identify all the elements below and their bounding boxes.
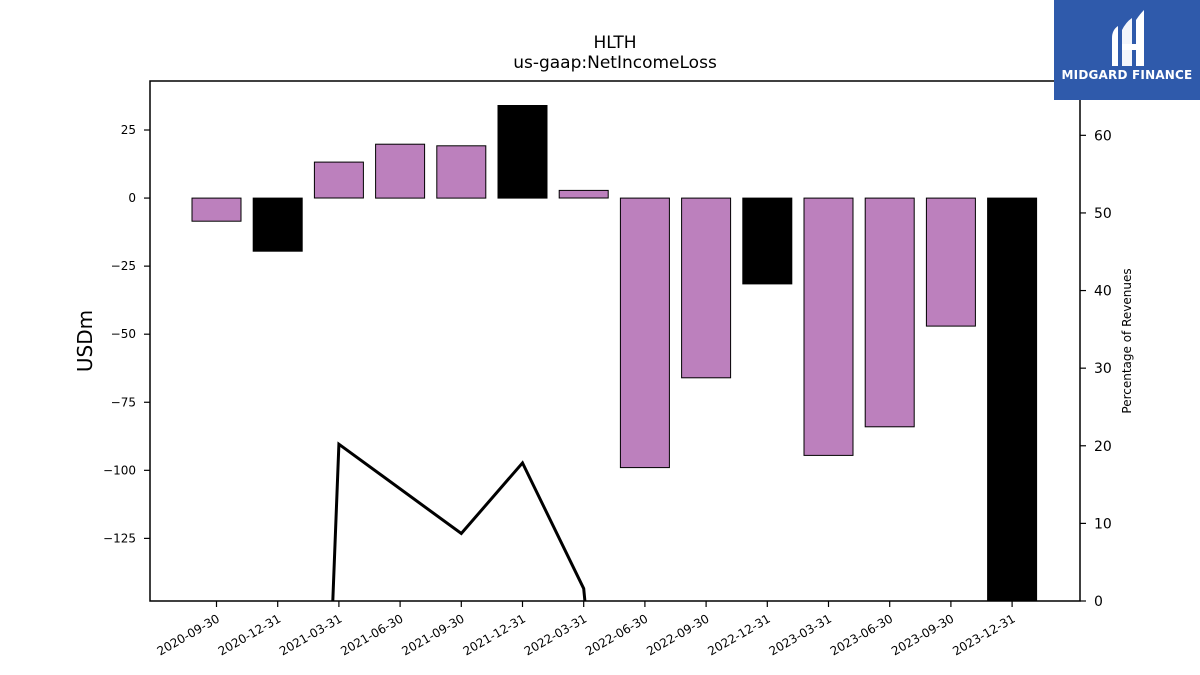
midgard-logo-icon bbox=[1112, 10, 1144, 66]
bar-2023-06-30 bbox=[864, 197, 915, 428]
bar-2022-03-31 bbox=[558, 189, 609, 199]
y-tick-label: −50 bbox=[111, 327, 136, 341]
y-tick-label: −25 bbox=[111, 259, 136, 273]
line-group bbox=[331, 441, 587, 602]
x-tick-label: 2022-12-31 bbox=[705, 611, 772, 658]
y2-tick-label: 40 bbox=[1094, 284, 1112, 300]
bar-2020-12-31 bbox=[252, 197, 303, 252]
bar-2023-03-31 bbox=[803, 197, 854, 456]
midgard-finance-logo: MIDGARD FINANCE bbox=[1054, 0, 1200, 100]
x-tick-label: 2023-03-31 bbox=[767, 611, 834, 658]
bar-2021-06-30 bbox=[375, 143, 426, 199]
x-tick-label: 2021-09-30 bbox=[399, 611, 466, 658]
logo-text: MIDGARD FINANCE bbox=[1061, 68, 1193, 82]
x-tick-label: 2022-09-30 bbox=[644, 611, 711, 658]
y2-tick-label: 10 bbox=[1094, 516, 1112, 532]
x-tick-label: 2021-12-31 bbox=[461, 611, 528, 658]
y2-axis-label: Percentage of Revenues bbox=[1120, 268, 1134, 413]
x-tick-label: 2022-03-31 bbox=[522, 611, 589, 658]
percentage-line bbox=[331, 441, 587, 602]
bar-2022-12-31 bbox=[742, 197, 793, 285]
y2-tick-label: 30 bbox=[1094, 361, 1112, 377]
x-tick-label: 2023-09-30 bbox=[889, 611, 956, 658]
y2-axis: 0 10 20 30 40 50 60 bbox=[1080, 128, 1112, 610]
x-tick-label: 2021-06-30 bbox=[338, 611, 405, 658]
bar-2021-09-30 bbox=[436, 145, 487, 199]
bar-2021-03-31 bbox=[313, 161, 364, 199]
bar-2022-06-30 bbox=[619, 197, 670, 469]
bar-2022-09-30 bbox=[681, 197, 732, 379]
y2-tick-label: 20 bbox=[1094, 439, 1112, 455]
x-tick-label: 2023-12-31 bbox=[950, 611, 1017, 658]
bar-2020-09-30 bbox=[191, 197, 242, 222]
y-tick-label: −75 bbox=[111, 395, 136, 409]
y-tick-label: −100 bbox=[103, 463, 136, 477]
y-tick-label: 25 bbox=[121, 123, 136, 137]
bar-2023-09-30 bbox=[925, 197, 976, 327]
y2-tick-label: 0 bbox=[1094, 594, 1103, 610]
plot-frame bbox=[149, 80, 1081, 602]
x-tick-label: 2021-03-31 bbox=[277, 611, 344, 658]
y2-tick-label: 50 bbox=[1094, 206, 1112, 222]
y2-tick-label: 60 bbox=[1094, 128, 1112, 144]
y-axis-label: USDm bbox=[73, 310, 97, 372]
bars-group bbox=[191, 105, 1038, 602]
x-tick-label: 2020-09-30 bbox=[155, 611, 222, 658]
y-axis: 25 0 −25 −50 −75 −100 −125 bbox=[103, 123, 150, 545]
x-tick-label: 2022-06-30 bbox=[583, 611, 650, 658]
x-tick-label: 2020-12-31 bbox=[216, 611, 283, 658]
chart-title: HLTH bbox=[593, 33, 636, 53]
bar-2021-12-31 bbox=[497, 105, 548, 199]
bar-2023-12-31 bbox=[987, 197, 1038, 602]
x-tick-label: 2023-06-30 bbox=[828, 611, 895, 658]
y-tick-label: −125 bbox=[103, 531, 136, 545]
chart-subtitle: us-gaap:NetIncomeLoss bbox=[513, 53, 717, 73]
y-tick-label: 0 bbox=[128, 191, 136, 205]
x-axis: 2020-09-302020-12-312021-03-312021-06-30… bbox=[155, 601, 1018, 658]
